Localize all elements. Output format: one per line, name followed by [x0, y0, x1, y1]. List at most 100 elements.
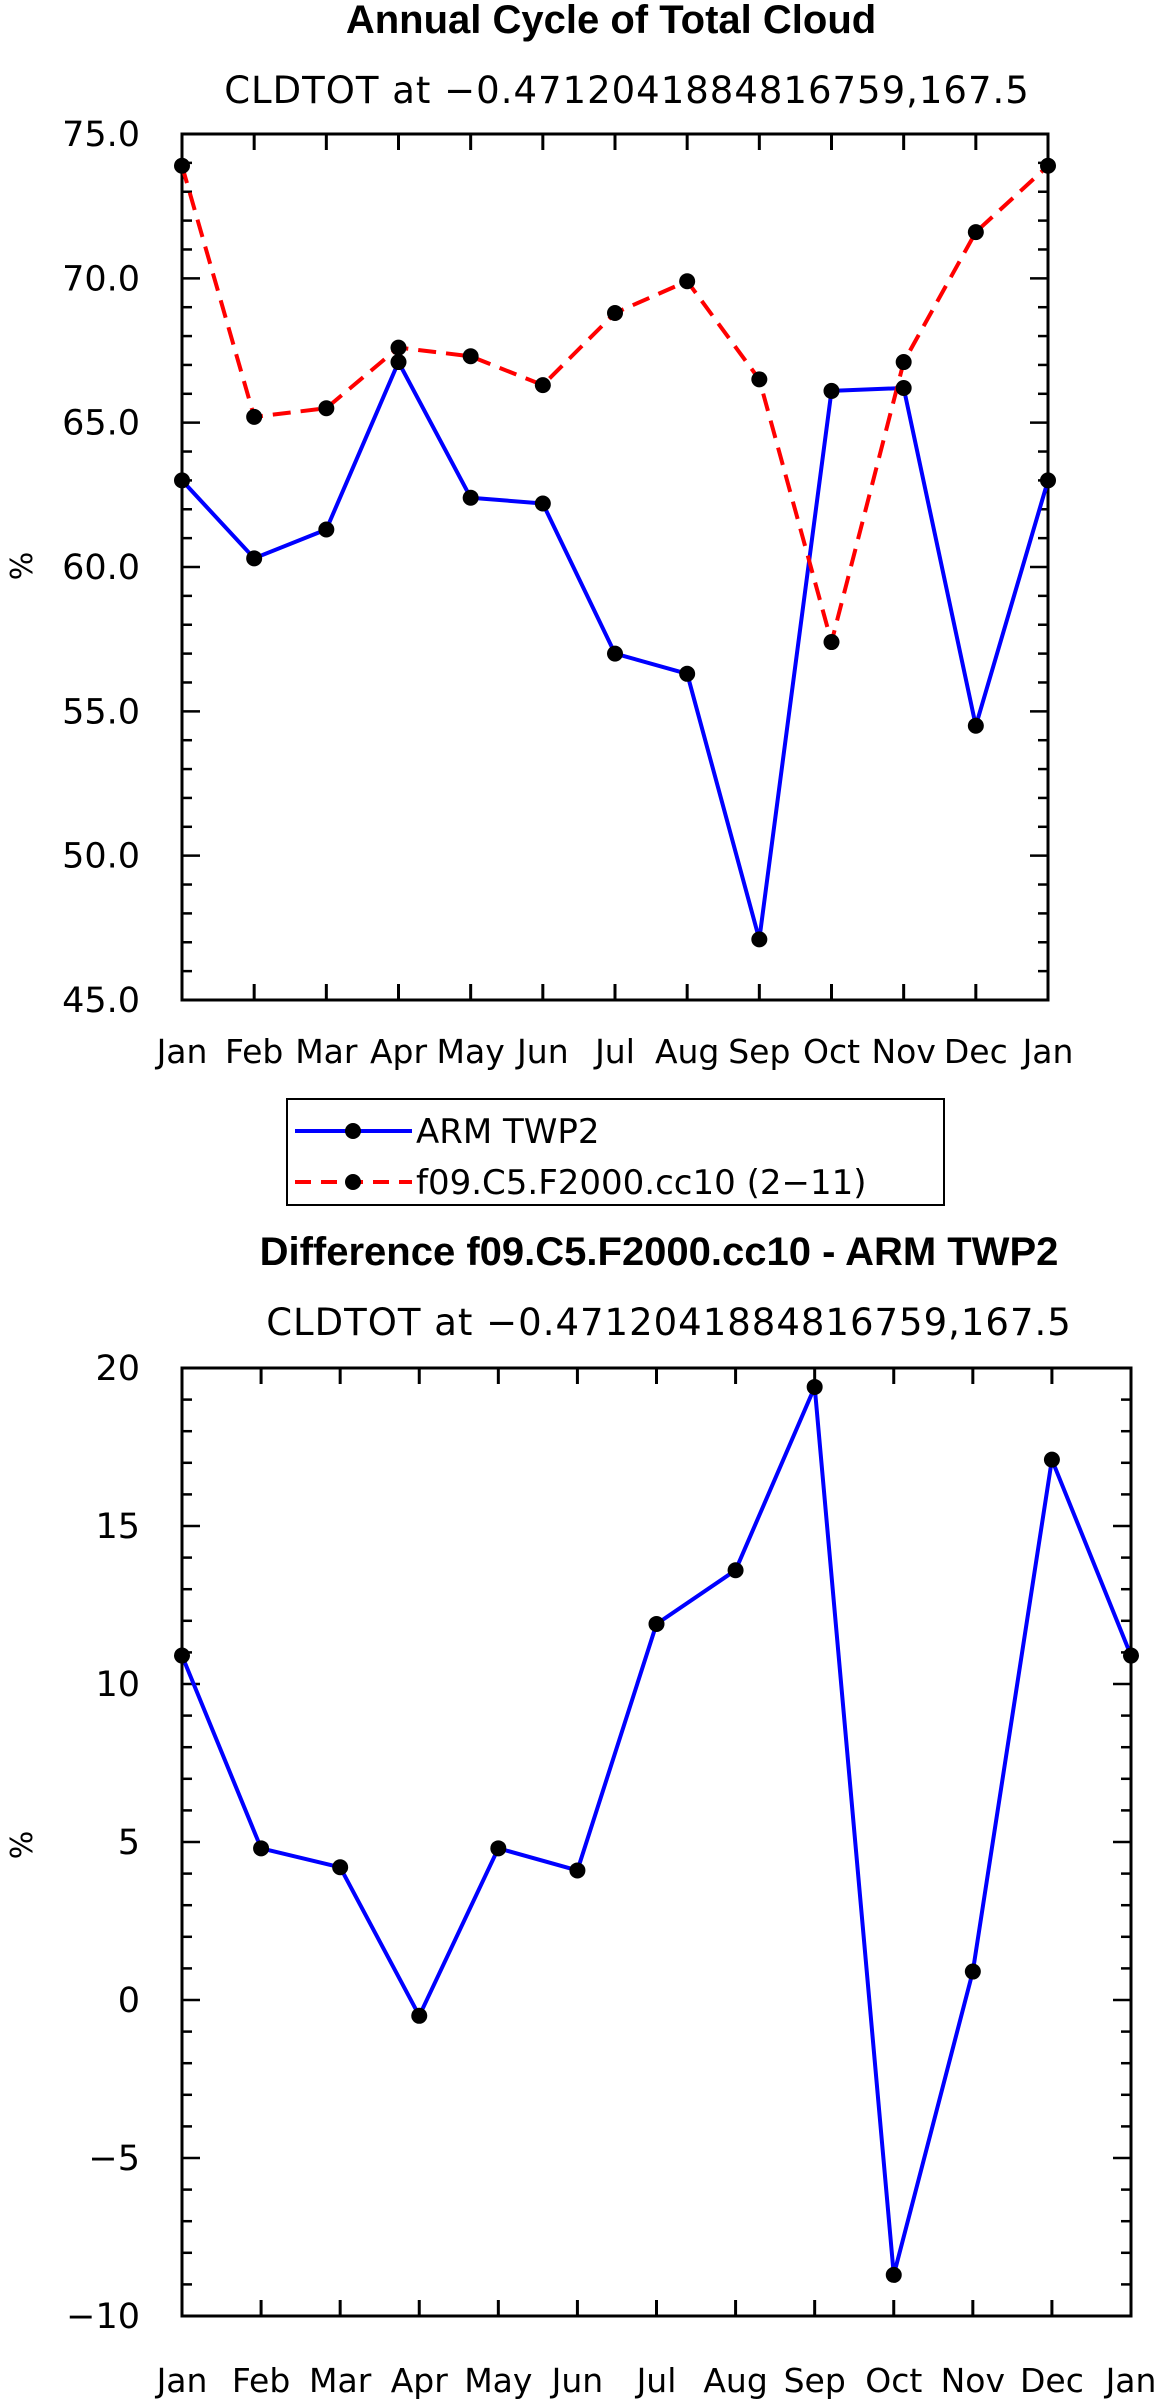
- series-lines: [180, 1385, 1133, 2277]
- x-tick-label: Mar: [295, 1032, 358, 1071]
- x-tick-label: Sep: [728, 1032, 790, 1071]
- data-point: [823, 382, 840, 399]
- x-tick-label: Nov: [941, 2361, 1005, 2400]
- data-point: [246, 408, 263, 425]
- data-point: [823, 634, 840, 651]
- data-point: [1040, 157, 1056, 174]
- y-tick-label: −10: [66, 2297, 140, 2337]
- x-tick-label: Jul: [635, 2361, 677, 2400]
- x-tick-label: Feb: [232, 2361, 290, 2400]
- plot-border: [180, 132, 1050, 1002]
- x-tick-label: May: [464, 2361, 532, 2400]
- series-lines: [180, 164, 1050, 942]
- data-point: [246, 550, 263, 567]
- data-point: [174, 1647, 190, 1664]
- chart-title: Annual Cycle of Total Cloud: [346, 0, 876, 42]
- x-tick-label: Oct: [803, 1032, 860, 1071]
- data-point: [390, 354, 407, 371]
- data-point: [895, 380, 912, 397]
- plot-frame: [180, 1366, 1133, 2318]
- x-tick-label: Jan: [155, 2361, 208, 2400]
- data-point: [751, 931, 768, 948]
- x-tick-label: Jun: [515, 1032, 569, 1071]
- annual-cycle-chart: Annual Cycle of Total Cloud CLDTOT at −0…: [5, 0, 1073, 1206]
- data-point: [318, 400, 335, 417]
- x-tick-label: Mar: [309, 2361, 372, 2400]
- data-point: [318, 521, 335, 538]
- axis-ticks: [180, 1366, 1133, 2318]
- y-tick-label: 15: [95, 1507, 140, 1547]
- x-tick-label: Feb: [225, 1032, 283, 1071]
- tick-labels: Jan Feb Mar Apr May Jun Jul Aug Sep Oct Nov Dec Jan 4…: [62, 115, 1073, 1071]
- data-point: [607, 645, 623, 662]
- chart-title: Difference f09.C5.F2000.cc10 - ARM TWP2: [260, 1230, 1059, 1274]
- data-point: [679, 665, 696, 682]
- y-tick-label: 65.0: [62, 404, 140, 444]
- y-tick-label: 45.0: [62, 981, 140, 1021]
- series-markers: [174, 1378, 1139, 2283]
- data-point: [462, 348, 479, 365]
- y-tick-label: 70.0: [62, 259, 140, 299]
- legend-label-model: f09.C5.F2000.cc10 (2−11): [416, 1163, 866, 1203]
- data-point: [1040, 472, 1056, 489]
- x-tick-label: Apr: [370, 1032, 428, 1071]
- y-axis-label: %: [5, 552, 40, 581]
- chart-subtitle: CLDTOT at −0.4712041884816759,167.5: [224, 69, 1030, 112]
- data-point: [332, 1859, 349, 1876]
- data-point: [174, 157, 190, 174]
- x-tick-label: Jun: [550, 2361, 604, 2400]
- data-point: [411, 2007, 428, 2024]
- data-point: [727, 1562, 744, 1579]
- tick-labels: Jan Feb Mar Apr May Jun Jul Aug Sep Oct Nov Dec Jan−…: [66, 1349, 1156, 2400]
- y-tick-label: 75.0: [62, 115, 140, 155]
- difference-chart: Difference f09.C5.F2000.cc10 - ARM TWP2 …: [5, 1230, 1156, 2400]
- chart-subtitle: CLDTOT at −0.4712041884816759,167.5: [266, 1301, 1072, 1344]
- data-point: [679, 273, 696, 290]
- y-tick-label: 55.0: [62, 692, 140, 732]
- data-point: [1123, 1647, 1139, 1664]
- data-point: [1043, 1451, 1060, 1468]
- data-point: [534, 377, 551, 394]
- data-point: [806, 1378, 823, 1395]
- x-tick-label: Dec: [1020, 2361, 1084, 2400]
- data-point: [967, 224, 984, 241]
- x-tick-label: Oct: [865, 2361, 922, 2400]
- x-tick-label: Jan: [1104, 2361, 1157, 2400]
- y-axis-label: %: [5, 1831, 40, 1860]
- data-point: [390, 339, 407, 356]
- data-point: [569, 1862, 586, 1879]
- data-point: [967, 717, 984, 734]
- x-tick-label: Nov: [871, 1032, 935, 1071]
- y-tick-label: 60.0: [62, 548, 140, 588]
- data-point: [253, 1840, 270, 1857]
- plot-border: [180, 1366, 1133, 2318]
- legend: ARM TWP2 f09.C5.F2000.cc10 (2−11): [286, 1098, 945, 1206]
- data-point: [885, 2266, 902, 2283]
- x-tick-label: Aug: [703, 2361, 767, 2400]
- data-point: [174, 472, 190, 489]
- x-tick-label: Apr: [391, 2361, 449, 2400]
- data-point: [964, 1963, 981, 1980]
- data-point: [607, 304, 623, 321]
- data-point: [490, 1840, 507, 1857]
- data-point: [534, 495, 551, 512]
- legend-label-arm: ARM TWP2: [416, 1112, 600, 1152]
- x-tick-label: Aug: [655, 1032, 719, 1071]
- y-tick-label: 50.0: [62, 837, 140, 877]
- y-tick-label: 5: [118, 1823, 140, 1863]
- x-tick-label: Jan: [1021, 1032, 1074, 1071]
- series-line-0: [180, 1385, 1133, 2277]
- x-tick-label: Dec: [944, 1032, 1008, 1071]
- series-markers: [174, 157, 1056, 948]
- data-point: [751, 371, 768, 388]
- series-line-1: [180, 164, 1050, 645]
- plot-frame: [180, 132, 1050, 1002]
- x-tick-label: Jul: [593, 1032, 635, 1071]
- y-tick-label: 20: [95, 1349, 140, 1389]
- data-point: [895, 354, 912, 371]
- x-tick-label: Sep: [784, 2361, 846, 2400]
- axis-ticks: [180, 132, 1050, 1002]
- y-tick-label: 10: [95, 1665, 140, 1705]
- data-point: [648, 1615, 665, 1632]
